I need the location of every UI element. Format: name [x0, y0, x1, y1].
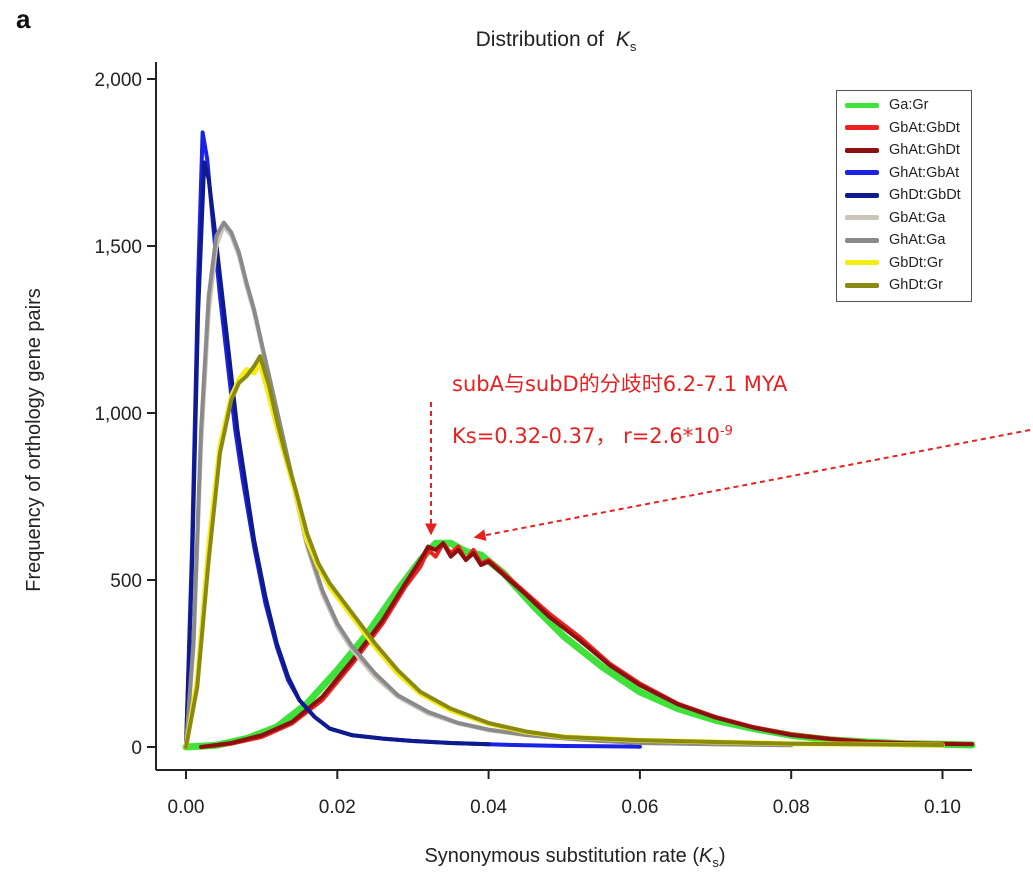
y-axis-label: Frequency of orthology gene pairs: [23, 288, 45, 592]
axes: 0.00 0.02 0.04 0.06 0.08 0.10 0 500 1,000 1,500 2,…: [94, 62, 972, 818]
legend-swatch: [845, 260, 879, 266]
y-tick-label: 2,000: [94, 70, 142, 91]
annotation-arrows: [425, 402, 1031, 542]
legend-label: GbDt:Gr: [889, 254, 943, 271]
series-layer: [182, 130, 976, 751]
x-tick-label: 0.02: [319, 797, 356, 818]
legend-entry: GhDt:GbDt: [837, 184, 971, 207]
legend-entry: GhAt:GbAt: [837, 162, 971, 185]
legend-entry: Ga:Gr: [837, 94, 971, 117]
legend-label: GhAt:Ga: [889, 232, 946, 249]
x-tick-label: 0.10: [924, 797, 961, 818]
ks-annotation-text: Ks=0.32-0.37， r=2.6*10: [452, 424, 720, 448]
x-tick-label: 0.04: [470, 797, 507, 818]
legend-entry: GhAt:Ga: [837, 229, 971, 252]
x-tick-label: 0.00: [168, 797, 205, 818]
legend-label: GbAt:GbDt: [889, 119, 960, 136]
chart-title-subscript: s: [630, 39, 637, 54]
legend-swatch: [845, 282, 879, 288]
x-axis-label: Synonymous substitution rate (Ks): [424, 845, 725, 870]
series-line-4: [184, 160, 491, 749]
y-tick-label: 1,500: [94, 237, 142, 258]
series-line-5: [184, 224, 794, 749]
x-axis-label-end: ): [719, 845, 726, 867]
legend: Ga:Gr GbAt:GbDt GhAt:GhDt GhAt:GbAt GhDt:GbD…: [836, 90, 972, 302]
series-line-2: [199, 541, 974, 749]
legend-label: GhAt:GhDt: [889, 142, 960, 159]
legend-swatch: [845, 125, 879, 131]
legend-entry: GhDt:Gr: [837, 274, 971, 297]
legend-label: GhAt:GbAt: [889, 164, 960, 181]
legend-label: GhDt:Gr: [889, 277, 943, 294]
chart-title-text: Distribution of: [476, 28, 605, 51]
x-axis-label-symbol: K: [699, 845, 714, 867]
legend-swatch: [845, 215, 879, 221]
x-axis-label-text: Synonymous substitution rate (: [424, 845, 699, 867]
ks-annotation-exponent: -9: [719, 424, 733, 439]
legend-entry: GhAt:GhDt: [837, 139, 971, 162]
legend-entry: GbDt:Gr: [837, 252, 971, 275]
legend-swatch: [845, 147, 879, 153]
legend-label: GhDt:GbDt: [889, 187, 961, 204]
y-tick-label: 500: [110, 571, 142, 592]
legend-label: Ga:Gr: [889, 97, 929, 114]
legend-label: GbAt:Ga: [889, 209, 946, 226]
y-tick-label: 1,000: [94, 404, 142, 425]
chart-title-symbol: K: [616, 28, 631, 51]
legend-swatch: [845, 170, 879, 176]
panel-label: a: [16, 4, 31, 34]
legend-swatch: [845, 102, 879, 108]
chart-title: Distribution of Ks: [476, 28, 637, 54]
legend-swatch: [845, 237, 879, 243]
y-tick-label: 0: [131, 738, 142, 759]
legend-entry: GbAt:GbDt: [837, 117, 971, 140]
ks-arrow: [473, 429, 1031, 542]
legend-entry: GbAt:Ga: [837, 207, 971, 230]
series-line-8: [184, 354, 945, 749]
x-tick-label: 0.08: [773, 797, 810, 818]
series-line-6: [184, 220, 794, 749]
x-tick-label: 0.06: [621, 797, 658, 818]
legend-swatch: [845, 192, 879, 198]
ks-annotation: Ks=0.32-0.37， r=2.6*10-9: [452, 420, 733, 450]
divergence-annotation: subA与subD的分歧时6.2-7.1 MYA: [452, 372, 788, 396]
x-axis-label-subscript: s: [712, 855, 719, 870]
